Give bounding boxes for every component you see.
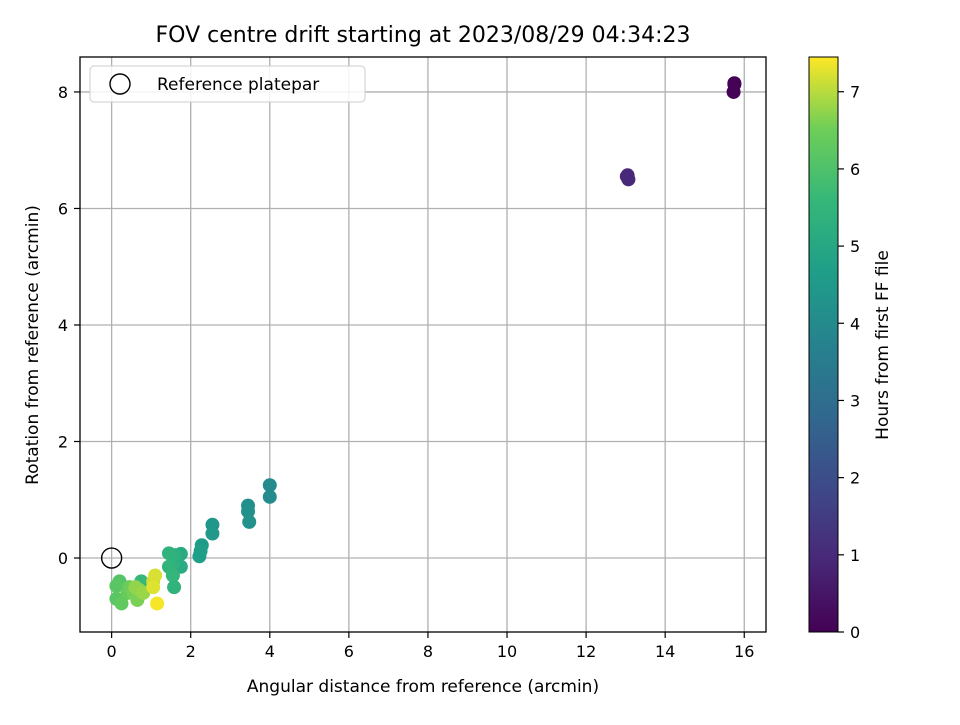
- colorbar-tick-label: 1: [850, 546, 860, 565]
- x-tick-label: 16: [734, 642, 754, 661]
- colorbar-tick-label: 0: [850, 623, 860, 642]
- data-point: [205, 526, 220, 541]
- data-point: [726, 84, 741, 99]
- colorbar-tick-label: 4: [850, 314, 860, 333]
- data-point: [165, 568, 180, 583]
- reference-layer: [100, 547, 123, 569]
- legend-marker: [109, 73, 131, 95]
- x-tick-label: 8: [423, 642, 433, 661]
- data-point: [242, 514, 257, 529]
- x-tick-label: 2: [186, 642, 196, 661]
- x-tick-label: 12: [576, 642, 596, 661]
- colorbar: 0 1 2 3 4 5 6 7 Hours from first FF file: [808, 56, 893, 642]
- y-tick-label: 8: [58, 83, 68, 102]
- x-tick-label: 4: [265, 642, 275, 661]
- y-tick-label: 6: [58, 199, 68, 218]
- colorbar-tick-label: 5: [850, 237, 860, 256]
- chart-title: FOV centre drift starting at 2023/08/29 …: [156, 23, 691, 48]
- colorbar-ticks: 0 1 2 3 4 5 6 7: [838, 83, 860, 642]
- colorbar-tick-label: 6: [850, 160, 860, 179]
- data-point: [241, 504, 256, 519]
- ticks-layer: 0 2 4 6 8 10 12 14 16 0 2 4 6 8: [58, 83, 755, 661]
- data-point: [620, 168, 635, 183]
- legend-label: Reference platepar: [157, 75, 319, 95]
- x-tick-label: 10: [497, 642, 517, 661]
- y-axis-label: Rotation from reference (arcmin): [23, 205, 43, 485]
- colorbar-label: Hours from first FF file: [873, 250, 893, 440]
- data-point: [148, 568, 163, 583]
- legend: Reference platepar: [89, 65, 366, 103]
- data-point: [150, 596, 165, 611]
- colorbar-gradient: [808, 56, 839, 633]
- y-tick-label: 2: [58, 432, 68, 451]
- x-tick-label: 0: [107, 642, 117, 661]
- points-layer: [109, 76, 742, 611]
- y-tick-label: 4: [58, 316, 68, 335]
- data-point: [262, 489, 277, 504]
- data-point: [114, 596, 129, 611]
- colorbar-tick-label: 7: [850, 83, 860, 102]
- x-axis-label: Angular distance from reference (arcmin): [247, 677, 599, 697]
- data-point: [167, 580, 182, 595]
- data-point: [192, 549, 207, 564]
- y-tick-label: 0: [58, 549, 68, 568]
- colorbar-tick-label: 2: [850, 469, 860, 488]
- plot-frame: [79, 56, 767, 633]
- x-tick-label: 14: [655, 642, 675, 661]
- data-point: [146, 580, 161, 595]
- data-point: [109, 578, 124, 593]
- grid-layer: [80, 57, 766, 632]
- data-point: [262, 478, 277, 493]
- x-tick-label: 6: [344, 642, 354, 661]
- legend-box: [89, 65, 366, 103]
- data-point: [161, 546, 176, 561]
- colorbar-tick-label: 3: [850, 391, 860, 410]
- reference-point-marker: [100, 547, 123, 569]
